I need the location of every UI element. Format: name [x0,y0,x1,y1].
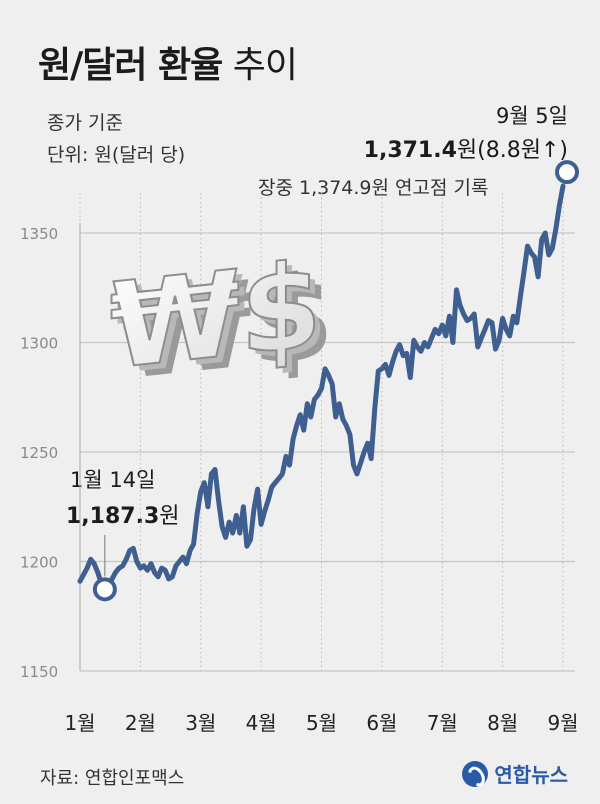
y-tick-label: 1200 [20,554,58,572]
start-unit: 원 [159,504,180,529]
agency-logo: 연합뉴스 [462,759,568,788]
y-tick-label: 1150 [20,663,58,681]
end-marker [555,160,579,185]
x-tick-label: 7월 [427,711,458,735]
end-unit: 원(8.8원↑) [456,138,568,163]
x-tick-label: 6월 [366,711,397,735]
series-layer [77,160,579,602]
title-bold: 원/달러 환율 [38,45,223,86]
start-date-label: 1월 14일 [70,468,156,492]
start-marker [92,577,117,602]
currency-illustration: ₩$ ₩$ ₩$ [109,235,334,407]
exchange-rate-chart: ₩$ ₩$ ₩$ 1150 1200 1250 1300 1350 1월 2월 3월 4월 5월 6… [20,160,579,735]
end-value-label: 1,371.4원(8.8원↑) [364,132,568,164]
x-tick-label: 4월 [246,711,277,735]
y-tick-label: 1250 [20,444,58,462]
x-tick-label: 1월 [64,711,95,735]
intraday-high-label: 장중 1,374.9원 연고점 기록 [258,177,489,199]
chart-title: 원/달러 환율 추이 [38,36,298,88]
x-tick-label: 8월 [487,711,518,735]
title-light: 추이 [232,45,298,86]
source-note: 자료: 연합인포맥스 [40,768,185,789]
y-tick-label: 1300 [20,335,58,353]
svg-text:₩$: ₩$ [116,241,328,401]
logo-text: 연합뉴스 [494,763,568,787]
subtitle-unit: 단위: 원(달러 당) [47,144,186,166]
logo-icon [462,760,489,787]
x-tick-label: 5월 [306,711,337,735]
x-tick-label: 9월 [547,711,578,735]
y-tick-label: 1350 [20,225,58,243]
svg-text:₩$: ₩$ [110,236,322,396]
end-date-label: 9월 5일 [495,104,568,128]
subtitle-basis: 종가 기준 [47,112,123,134]
end-value: 1,371.4 [363,138,457,163]
series-line [77,183,566,592]
axes: 1150 1200 1250 1300 1350 1월 2월 3월 4월 5월 6월 7월 8월 9월 [20,223,579,735]
x-tick-label: 3월 [185,711,216,735]
start-value: 1,187.3 [66,504,160,529]
start-value-label: 1,187.3원 [66,498,180,530]
svg-text:₩$: ₩$ [122,247,334,407]
x-tick-label: 2월 [125,711,156,735]
